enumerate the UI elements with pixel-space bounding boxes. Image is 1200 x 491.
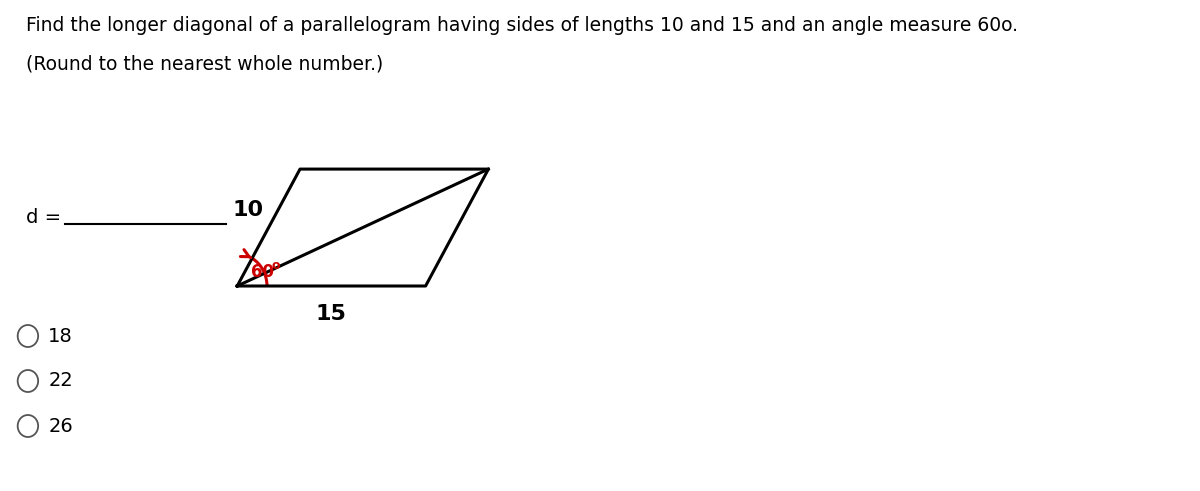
- Text: 60: 60: [251, 263, 274, 281]
- Text: (Round to the nearest whole number.): (Round to the nearest whole number.): [26, 54, 383, 73]
- Text: 26: 26: [48, 416, 73, 436]
- Text: 18: 18: [48, 327, 73, 346]
- Text: 22: 22: [48, 372, 73, 390]
- Text: d =: d =: [26, 208, 61, 227]
- Text: 10: 10: [233, 199, 264, 219]
- Text: 15: 15: [316, 304, 347, 324]
- Text: Find the longer diagonal of a parallelogram having sides of lengths 10 and 15 an: Find the longer diagonal of a parallelog…: [26, 16, 1018, 35]
- Text: o: o: [271, 259, 280, 272]
